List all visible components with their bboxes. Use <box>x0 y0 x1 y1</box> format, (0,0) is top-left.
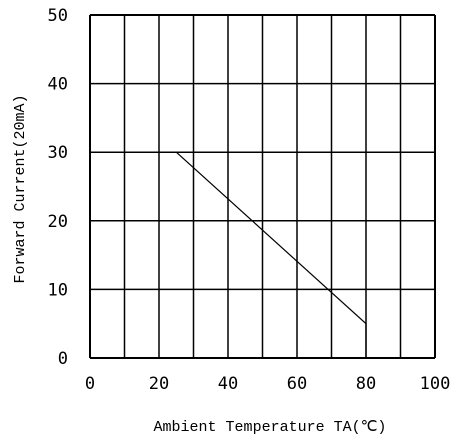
series-layer <box>175 151 367 358</box>
x-tick-label: 80 <box>356 374 376 394</box>
x-axis-label: Ambient Temperature TA(℃) <box>154 419 387 436</box>
y-tick-labels: 0 10 20 30 40 50 <box>48 6 68 369</box>
y-tick-label: 0 <box>58 349 68 369</box>
y-tick-label: 50 <box>48 6 68 26</box>
x-tick-label: 20 <box>149 374 169 394</box>
x-tick-label: 0 <box>85 374 95 394</box>
series-line <box>175 151 367 358</box>
x-tick-label: 60 <box>287 374 307 394</box>
y-tick-label: 20 <box>48 212 68 232</box>
x-tick-labels: 0 20 40 60 80 100 <box>85 374 450 394</box>
y-tick-label: 40 <box>48 75 68 95</box>
grid <box>89 14 436 359</box>
y-tick-label: 10 <box>48 280 68 300</box>
x-tick-label: 100 <box>420 374 451 394</box>
y-axis-label: Forward Current(20mA) <box>12 94 29 283</box>
y-tick-label: 30 <box>48 143 68 163</box>
x-tick-label: 40 <box>218 374 238 394</box>
